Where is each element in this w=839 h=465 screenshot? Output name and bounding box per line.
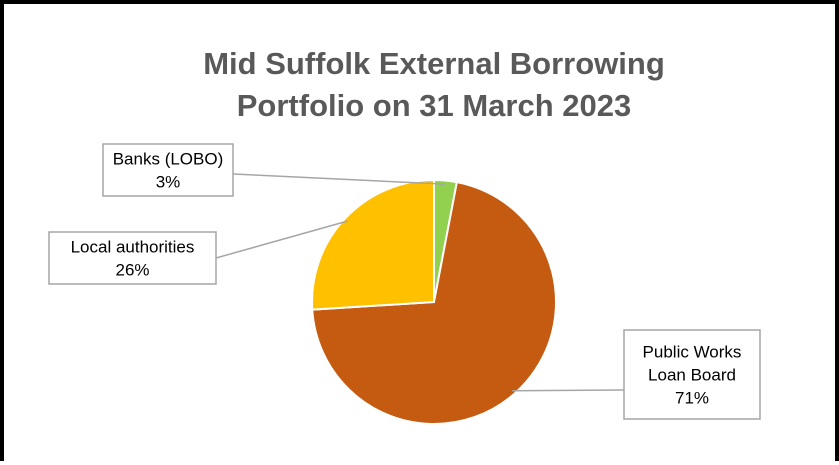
data-label-name: Public Works [643,343,742,362]
data-label-box [102,143,234,197]
pie-slice-public-works-loan-board [311,180,557,425]
chart-title-line-1: Mid Suffolk External Borrowing [203,46,665,81]
pie-slice-local-authorities [311,178,435,311]
chart-title-line-2: Portfolio on 31 March 2023 [237,88,632,123]
data-label-name: Loan Board [648,366,736,385]
data-label-box [623,329,761,420]
data-label-value: 71% [675,389,709,408]
data-label-name: Local authorities [71,238,195,257]
leader-line [215,220,348,259]
leader-line [232,173,446,185]
pie-chart: Mid Suffolk External Borrowing Portfolio… [48,46,761,425]
data-label-value: 3% [156,173,181,192]
data-label-value: 26% [115,261,149,280]
data-label-box [48,231,217,285]
leader-line [512,389,625,392]
data-label-name: Banks (LOBO) [113,150,224,169]
